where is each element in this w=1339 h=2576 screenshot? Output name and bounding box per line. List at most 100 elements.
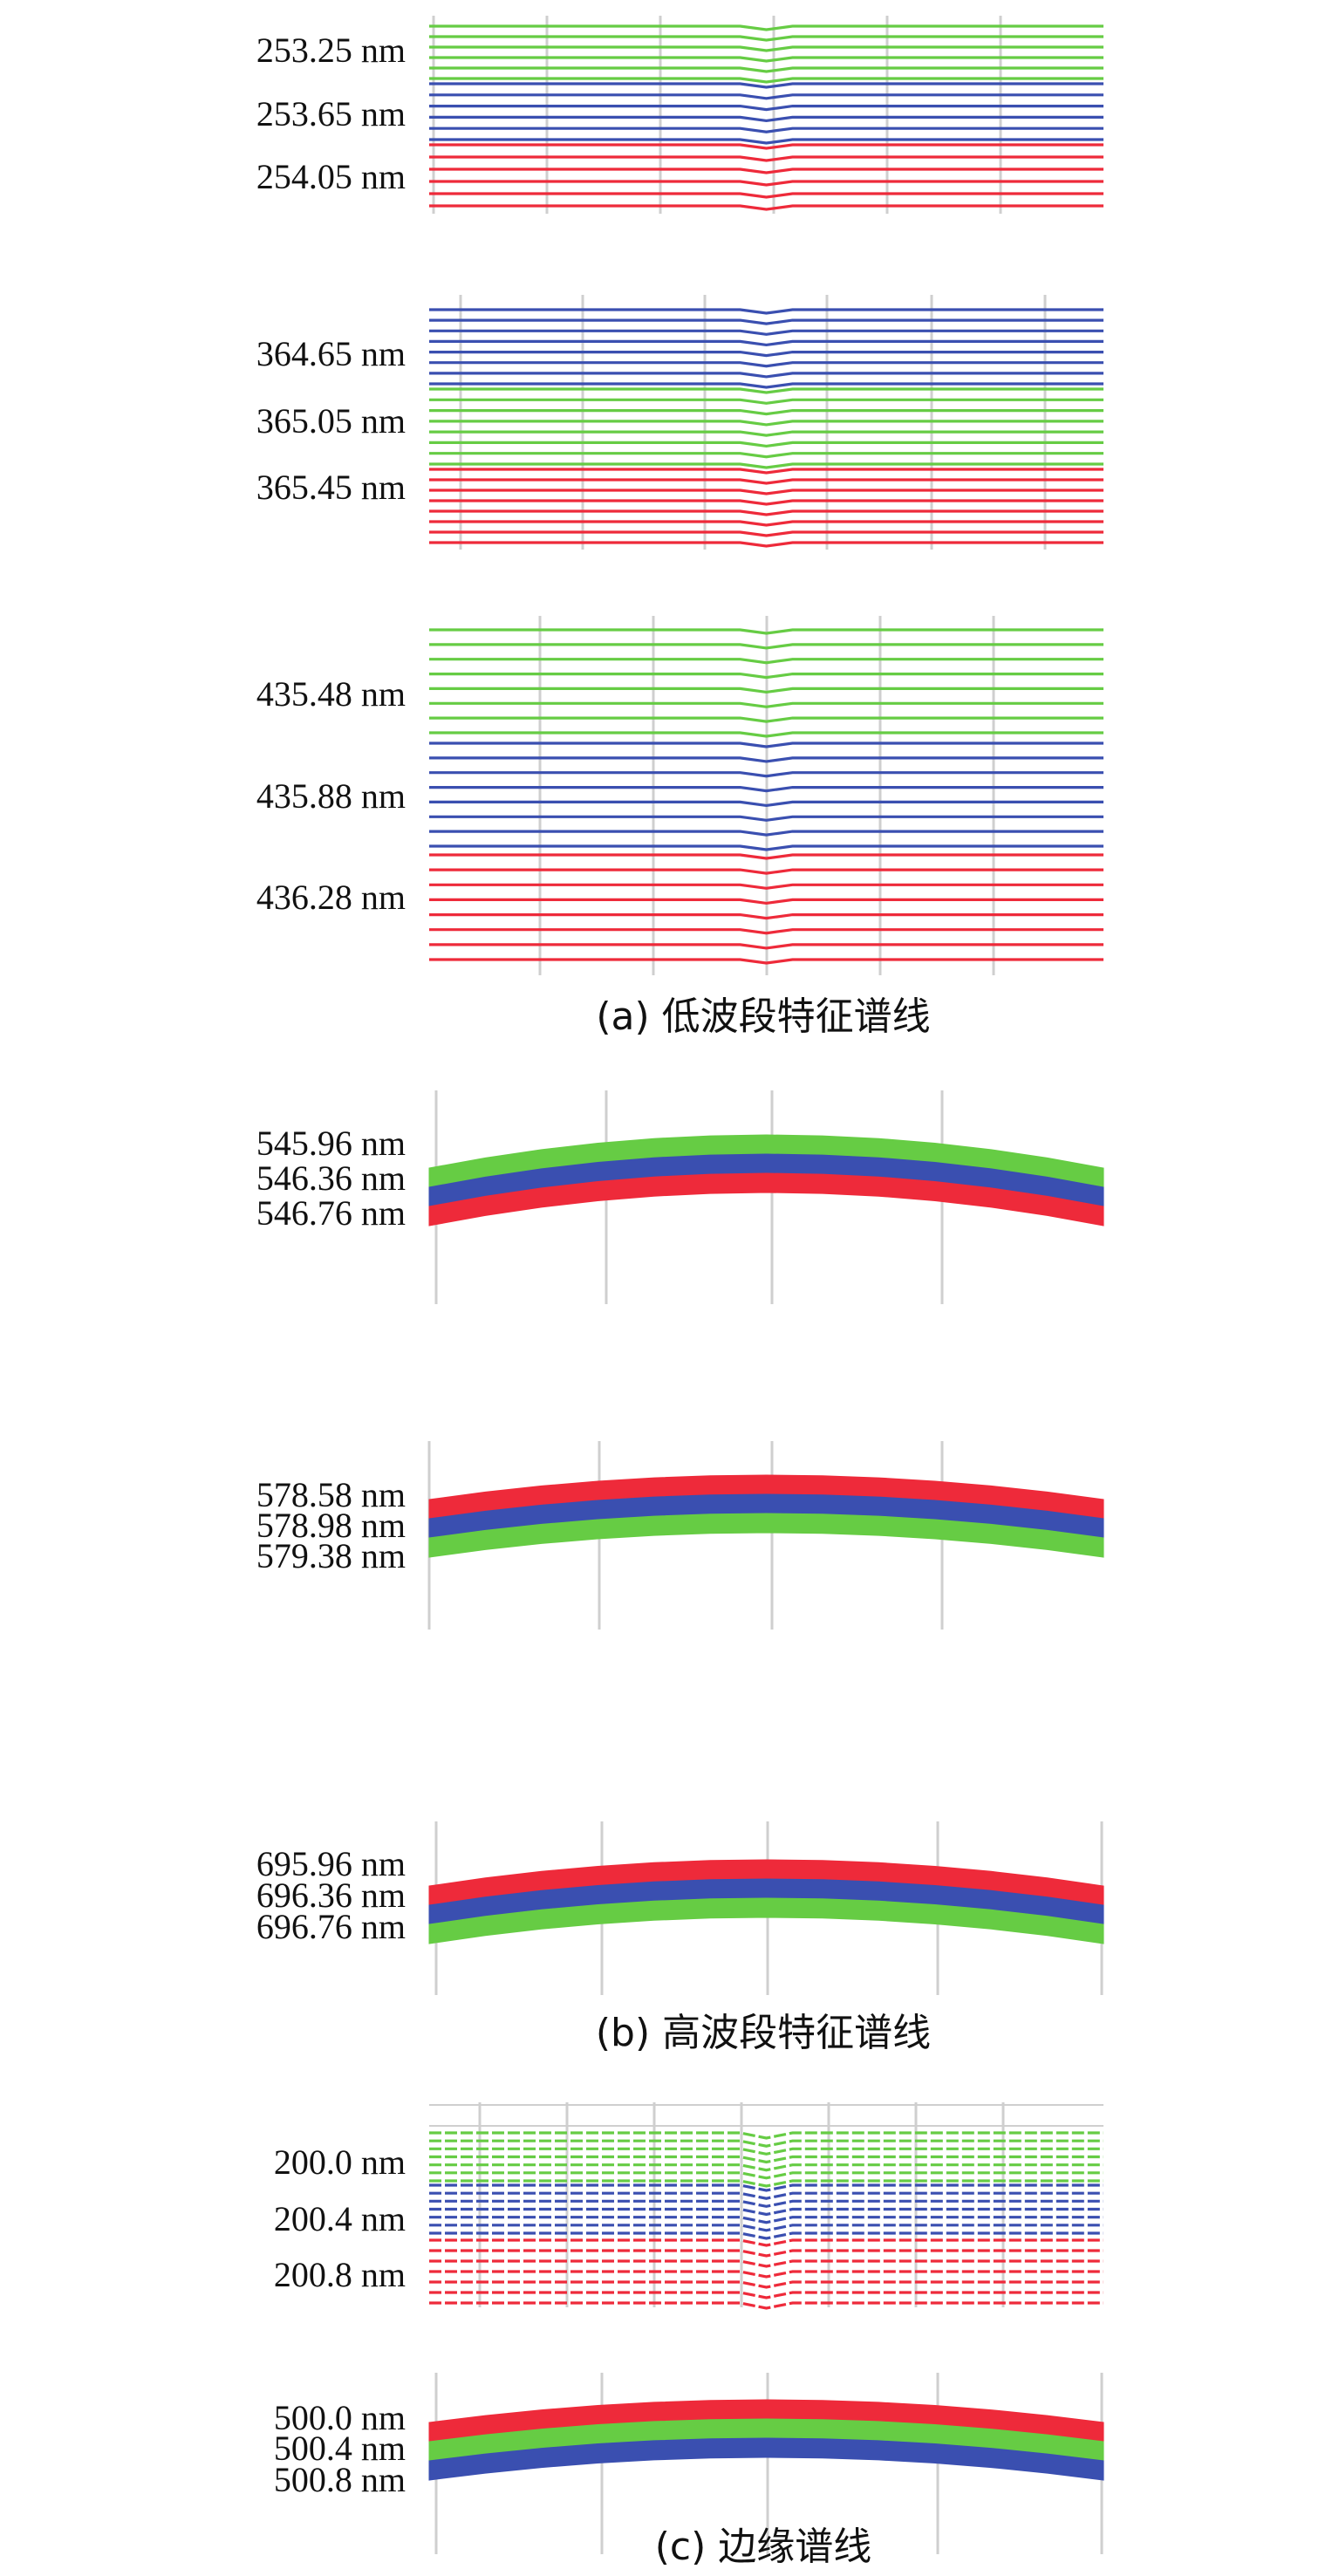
spectral-line-red <box>429 180 1103 187</box>
spectral-line-red <box>429 2249 1103 2258</box>
spectral-line-green <box>429 673 1103 680</box>
spectral-line-red <box>429 958 1103 965</box>
spectral-line-green <box>429 398 1103 405</box>
wavelength-label: 200.0 nm <box>274 2142 406 2182</box>
spectral-line-red <box>429 499 1103 506</box>
spectral-line-green <box>429 2155 1103 2164</box>
wavelength-label: 500.0 nm <box>274 2398 406 2437</box>
wavelength-label: 435.48 nm <box>256 674 406 714</box>
spectral-line-red <box>429 2301 1103 2310</box>
spectral-line-red <box>429 489 1103 495</box>
spectral-line-green <box>429 2131 1103 2140</box>
wavelength-label: 365.05 nm <box>256 401 406 441</box>
panel-c1: 200.0 nm 200.4 nm 200.8 nm <box>274 2102 1103 2310</box>
spectral-line-blue <box>429 2224 1103 2232</box>
wavelength-label: 500.4 nm <box>274 2429 406 2468</box>
spectral-line-green <box>429 430 1103 437</box>
spectral-line-blue <box>429 2207 1103 2217</box>
spectral-line-blue <box>429 329 1103 336</box>
spectral-line-red <box>429 143 1103 150</box>
spectral-line-blue <box>429 318 1103 325</box>
spectral-line-green <box>429 409 1103 416</box>
wavelength-label: 696.76 nm <box>256 1907 406 1946</box>
spectral-line-blue <box>429 786 1103 793</box>
spectral-line-red <box>429 2270 1103 2279</box>
wavelength-label: 254.05 nm <box>256 157 406 196</box>
wavelength-label: 546.76 nm <box>256 1193 406 1233</box>
spectral-band-green <box>428 1513 1104 1558</box>
spectral-line-red <box>429 928 1103 935</box>
spectral-line-green <box>429 452 1103 459</box>
spectral-line-blue <box>429 138 1103 145</box>
wavelength-label: 545.96 nm <box>256 1124 406 1163</box>
spectral-line-red <box>429 2259 1103 2268</box>
caption-b: (b) 高波段特征谱线 <box>596 2011 931 2055</box>
spectral-line-blue <box>429 830 1103 837</box>
spectral-line-blue <box>429 815 1103 822</box>
spectral-line-green <box>429 701 1103 708</box>
spectral-line-green <box>429 56 1103 63</box>
spectral-line-blue <box>429 82 1103 89</box>
panel-a2: 364.65 nm 365.05 nm 365.45 nm <box>256 295 1103 550</box>
wavelength-label: 200.4 nm <box>274 2199 406 2238</box>
wavelength-label: 364.65 nm <box>256 334 406 373</box>
spectral-line-red <box>429 541 1103 548</box>
spectral-band-green <box>428 1897 1104 1944</box>
panels-layer: 253.25 nm 253.65 nm 254.05 nm 364.65 nm 365.… <box>256 16 1104 2554</box>
wavelength-label: 696.36 nm <box>256 1876 406 1915</box>
spectral-line-red <box>429 468 1103 475</box>
spectral-line-red <box>429 913 1103 920</box>
spectral-line-blue <box>429 308 1103 315</box>
wavelength-label: 500.8 nm <box>274 2460 406 2499</box>
wavelength-label: 579.38 nm <box>256 1536 406 1575</box>
spectral-line-blue <box>429 844 1103 851</box>
wavelength-label: 695.96 nm <box>256 1844 406 1883</box>
spectral-line-green <box>429 731 1103 738</box>
spectral-line-red <box>429 883 1103 890</box>
spectral-line-green <box>429 66 1103 73</box>
spectral-line-green <box>429 45 1103 52</box>
spectral-line-green <box>429 420 1103 427</box>
wavelength-label: 365.45 nm <box>256 468 406 507</box>
spectral-line-blue <box>429 115 1103 123</box>
spectral-line-red <box>429 853 1103 860</box>
spectral-line-blue <box>429 2216 1103 2224</box>
spectral-line-red <box>429 155 1103 162</box>
spectral-line-green <box>429 643 1103 650</box>
spectral-band-red <box>428 1172 1104 1227</box>
spectral-line-green <box>429 2147 1103 2156</box>
spectral-line-red <box>429 520 1103 527</box>
spectral-line-red <box>429 478 1103 485</box>
spectral-line-blue <box>429 105 1103 112</box>
spectral-line-red <box>429 192 1103 199</box>
wavelength-label: 435.88 nm <box>256 776 406 816</box>
spectral-line-blue <box>429 351 1103 358</box>
spectral-line-red <box>429 509 1103 516</box>
spectral-line-red <box>429 2238 1103 2247</box>
spectral-line-blue <box>429 2231 1103 2240</box>
spectral-line-red <box>429 898 1103 905</box>
spectral-line-red <box>429 167 1103 174</box>
spectral-line-red <box>429 530 1103 537</box>
spectral-line-blue <box>429 372 1103 379</box>
spectral-line-blue <box>429 382 1103 389</box>
spectral-line-red <box>429 204 1103 211</box>
spectral-line-red <box>429 868 1103 875</box>
caption-a: (a) 低波段特征谱线 <box>596 994 930 1039</box>
spectral-line-blue <box>429 771 1103 778</box>
spectral-line-green <box>429 77 1103 84</box>
spectral-line-green <box>429 716 1103 723</box>
panel-a1: 253.25 nm 253.65 nm 254.05 nm <box>256 16 1103 214</box>
spectral-line-green <box>429 24 1103 31</box>
spectral-line-green <box>429 35 1103 42</box>
spectral-line-blue <box>429 756 1103 763</box>
spectral-line-green <box>429 2171 1103 2180</box>
wavelength-label: 436.28 nm <box>256 878 406 917</box>
spectral-line-green <box>429 441 1103 448</box>
spectral-line-green <box>429 462 1103 469</box>
wavelength-label: 546.36 nm <box>256 1158 406 1198</box>
